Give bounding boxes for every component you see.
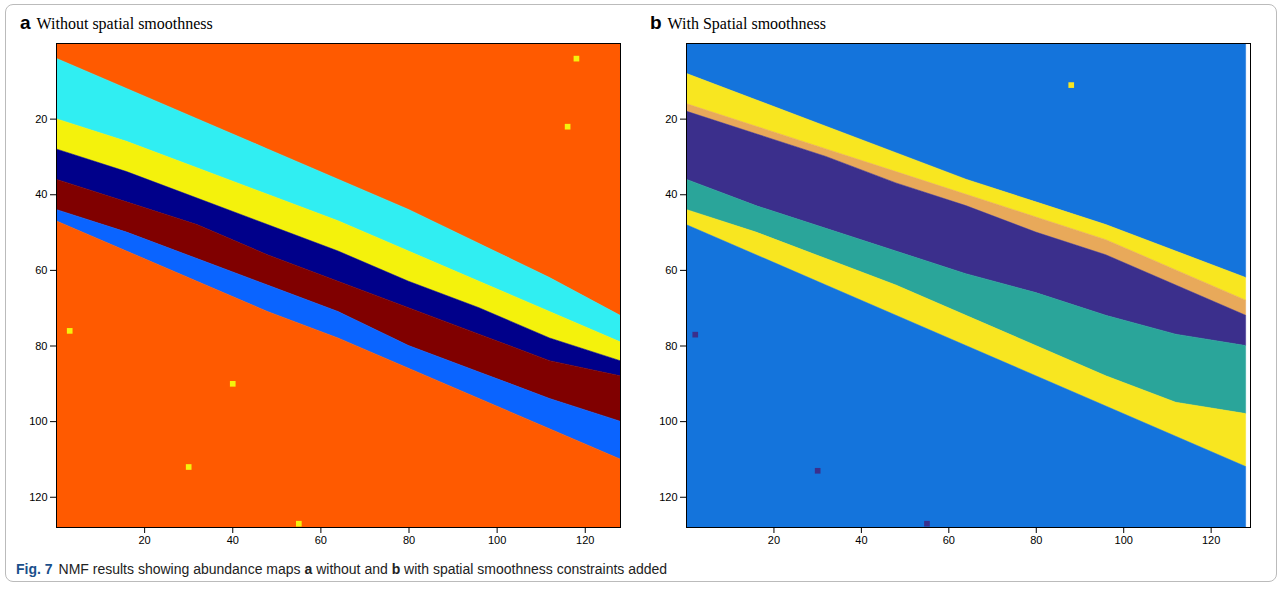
svg-text:80: 80 — [35, 340, 47, 352]
svg-text:120: 120 — [576, 534, 594, 546]
svg-text:40: 40 — [665, 188, 677, 200]
html-text:a Without spatial smoothness: a Without spatial smoothness — [20, 12, 213, 33]
svg-text:120: 120 — [29, 491, 47, 503]
html-text:b With Spatial smoothness: b With Spatial smoothness — [650, 12, 827, 33]
svg-text:40: 40 — [227, 534, 239, 546]
svg-text:40: 40 — [855, 534, 867, 546]
svg-text:100: 100 — [29, 415, 47, 427]
svg-text:80: 80 — [665, 340, 677, 352]
svg-text:60: 60 — [315, 534, 327, 546]
svg-text:120: 120 — [659, 491, 677, 503]
svg-text:20: 20 — [665, 113, 677, 125]
svg-text:60: 60 — [943, 534, 955, 546]
svg-text:100: 100 — [1115, 534, 1133, 546]
svg-text:80: 80 — [403, 534, 415, 546]
svg-text:80: 80 — [1030, 534, 1042, 546]
svg-text:100: 100 — [488, 534, 506, 546]
svg-text:60: 60 — [35, 264, 47, 276]
svg-text:40: 40 — [35, 188, 47, 200]
svg-text:20: 20 — [768, 534, 780, 546]
svg-text:20: 20 — [35, 113, 47, 125]
svg-text:100: 100 — [659, 415, 677, 427]
svg-text:60: 60 — [665, 264, 677, 276]
svg-text:20: 20 — [139, 534, 151, 546]
svg-text:120: 120 — [1202, 534, 1220, 546]
html-text:Fig. 7 NMF results showing abu: Fig. 7 NMF results showing abundance map… — [16, 561, 668, 577]
